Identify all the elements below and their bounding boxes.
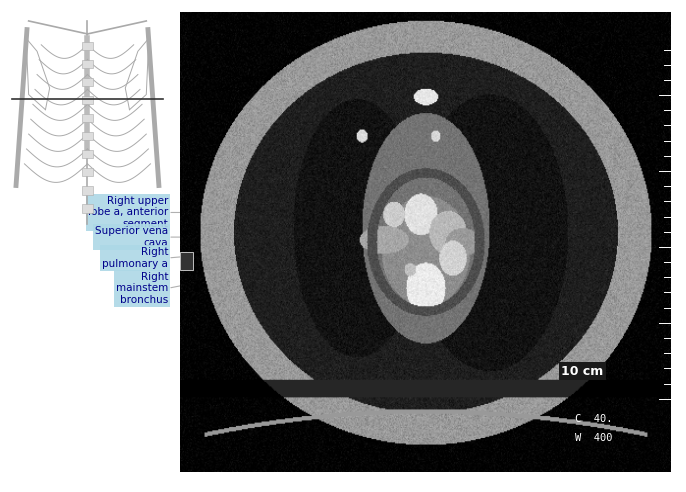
Bar [82,41,93,50]
Text: 10 cm: 10 cm [562,365,604,378]
Bar [180,251,193,270]
Bar [82,204,93,213]
Text: Main
pulmonary a: Main pulmonary a [548,226,614,248]
Bar [82,60,93,68]
Bar [82,132,93,140]
Bar [82,150,93,158]
Text: Esophagus: Esophagus [334,422,390,432]
Bar [82,78,93,86]
Bar [82,186,93,194]
Bar [82,168,93,177]
Text: Superior vena
cava: Superior vena cava [95,226,168,248]
Text: Azygos v: Azygos v [294,422,340,432]
Bar [82,95,93,104]
Text: C  40.: C 40. [575,414,612,425]
Text: Superior left
pulmonary v: Superior left pulmonary v [548,247,614,269]
Text: Ascending
aorta: Ascending aorta [295,62,349,83]
Text: Right
pulmonary a: Right pulmonary a [102,247,168,269]
Text: W  400: W 400 [575,433,612,443]
Text: Right
mainstem
bronchus: Right mainstem bronchus [116,272,168,305]
Bar [82,114,93,123]
Text: Right internal
thoracic a and v: Right internal thoracic a and v [206,62,290,83]
Text: Sternum: Sternum [370,67,416,77]
Text: Right upper
lobe a, anterior
segment: Right upper lobe a, anterior segment [88,196,168,229]
Text: Descending
aorta: Descending aorta [548,289,610,310]
Text: Left
pulmonary a: Left pulmonary a [548,268,614,290]
Text: Left
mainstem
bronchus: Left mainstem bronchus [548,315,600,348]
